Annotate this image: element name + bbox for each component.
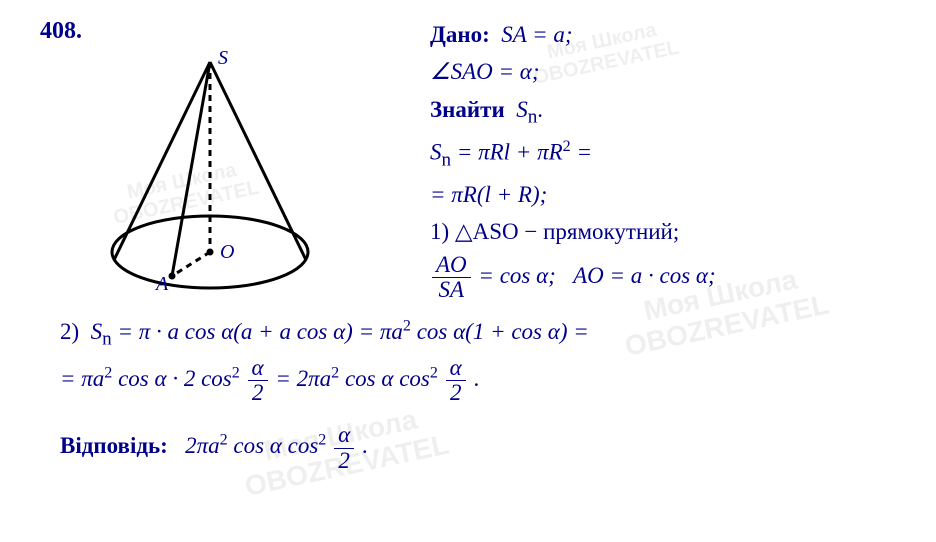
answer-label: Відповідь: bbox=[60, 433, 168, 458]
problem-number: 408. bbox=[40, 18, 82, 45]
fraction-alpha-half-1: α 2 bbox=[248, 356, 268, 405]
svg-text:O: O bbox=[220, 241, 234, 263]
cone-figure: S O A bbox=[90, 42, 340, 302]
surface-line-1: Sn = πRl + πR2 = bbox=[430, 135, 910, 174]
svg-text:A: A bbox=[154, 273, 169, 295]
given-line-2: ∠SAO = α; bbox=[430, 55, 910, 88]
find-label: Знайти bbox=[430, 97, 505, 122]
find-symbol: Sn bbox=[516, 97, 537, 122]
step-2-line-2: = πa2 cos α · 2 cos2 α 2 = 2πa2 cos α co… bbox=[60, 356, 900, 405]
answer-row: Відповідь: 2πa2 cos α cos2 α 2 . bbox=[60, 423, 900, 472]
ao-eq: AO = a · cos α; bbox=[573, 263, 716, 288]
svg-text:S: S bbox=[218, 47, 228, 69]
fraction-alpha-half-2: α 2 bbox=[446, 356, 466, 405]
bottom-math-block: 2) Sn = π · a cos α(a + a cos α) = πa2 c… bbox=[60, 312, 900, 473]
cos-line: AO SA = cos α; AO = a · cos α; bbox=[430, 253, 910, 302]
given-line-1: SA = a; bbox=[501, 22, 572, 47]
step-2-line-1: 2) Sn = π · a cos α(a + a cos α) = πa2 c… bbox=[60, 312, 900, 356]
surface-line-2: = πR(l + R); bbox=[430, 178, 910, 211]
step-1: 1) △ASO − прямокутний; bbox=[430, 215, 910, 248]
given-label: Дано: bbox=[430, 22, 490, 47]
fraction-alpha-half-3: α 2 bbox=[334, 423, 354, 472]
top-math-block: Дано: SA = a; ∠SAO = α; Знайти Sn. Sn = … bbox=[430, 18, 910, 306]
fraction-ao-sa: AO SA bbox=[432, 253, 471, 302]
